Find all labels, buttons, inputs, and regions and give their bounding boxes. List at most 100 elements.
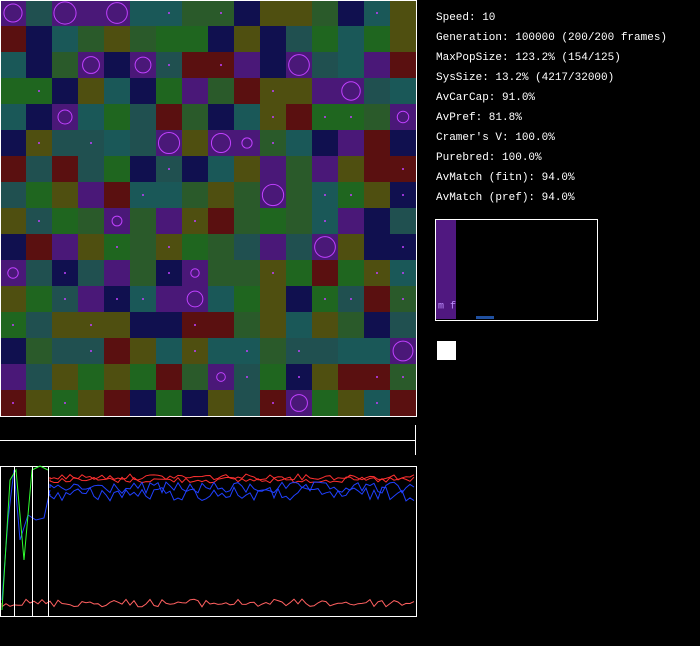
organism	[246, 350, 248, 352]
grid-cell	[286, 130, 312, 156]
organism	[272, 90, 274, 92]
grid-cell	[104, 156, 130, 182]
grid-cell	[156, 130, 182, 156]
grid-cell	[78, 286, 104, 312]
grid-cell	[78, 78, 104, 104]
organism	[168, 12, 170, 14]
grid-cell	[234, 104, 260, 130]
organism	[194, 350, 196, 352]
grid-cell	[130, 26, 156, 52]
grid-cell	[104, 78, 130, 104]
grid-cell	[208, 390, 234, 416]
grid-cell	[78, 0, 104, 26]
grid-cell	[286, 208, 312, 234]
organism	[314, 236, 336, 258]
grid-cell	[104, 312, 130, 338]
grid-cell	[0, 78, 26, 104]
grid-cell	[312, 338, 338, 364]
grid-cell	[338, 52, 364, 78]
grid-cell	[312, 260, 338, 286]
grid-cell	[52, 234, 78, 260]
grid-cell	[156, 390, 182, 416]
grid-cell	[130, 0, 156, 26]
grid-cell	[338, 364, 364, 390]
grid-cell	[312, 156, 338, 182]
grid-cell	[364, 52, 390, 78]
organism	[246, 376, 248, 378]
organism	[402, 272, 404, 274]
organism	[134, 56, 152, 74]
grid-cell	[52, 130, 78, 156]
grid-cell	[390, 338, 416, 364]
stat-line: SysSize: 13.2% (4217/32000)	[436, 72, 614, 84]
organism	[402, 194, 404, 196]
grid-cell	[234, 26, 260, 52]
grid-cell	[26, 26, 52, 52]
grid-cell	[104, 208, 130, 234]
grid-cell	[0, 182, 26, 208]
graph-line	[49, 476, 415, 484]
grid-cell	[260, 0, 286, 26]
organism	[168, 64, 170, 66]
grid-cell	[364, 286, 390, 312]
grid-cell	[234, 78, 260, 104]
grid-cell	[182, 286, 208, 312]
grid-cell	[234, 286, 260, 312]
organism	[82, 56, 100, 74]
grid-cell	[182, 130, 208, 156]
organism	[64, 402, 66, 404]
organism	[12, 402, 14, 404]
grid-cell	[156, 286, 182, 312]
grid-cell	[234, 390, 260, 416]
grid-cell	[182, 52, 208, 78]
organism	[194, 220, 196, 222]
grid-cell	[364, 130, 390, 156]
grid-cell	[286, 312, 312, 338]
grid-cell	[234, 52, 260, 78]
graph-line	[1, 469, 51, 601]
grid-cell	[390, 26, 416, 52]
organism	[168, 272, 170, 274]
grid-cell	[312, 312, 338, 338]
grid-cell	[260, 338, 286, 364]
grid-cell	[182, 26, 208, 52]
world-grid	[0, 0, 416, 416]
grid-cell	[52, 104, 78, 130]
organism	[272, 142, 274, 144]
organism	[186, 290, 204, 308]
grid-cell	[312, 52, 338, 78]
histogram-bar	[436, 220, 456, 319]
grid-cell	[52, 208, 78, 234]
grid-cell	[104, 182, 130, 208]
graph-line	[49, 473, 415, 481]
organism	[168, 246, 170, 248]
stat-line: Purebred: 100.0%	[436, 152, 542, 164]
grid-cell	[182, 78, 208, 104]
grid-cell	[286, 234, 312, 260]
grid-cell	[208, 104, 234, 130]
organism	[324, 220, 326, 222]
grid-cell	[104, 130, 130, 156]
grid-cell	[286, 104, 312, 130]
grid-cell	[234, 260, 260, 286]
grid-cell	[182, 156, 208, 182]
grid-cell	[182, 104, 208, 130]
grid-cell	[338, 208, 364, 234]
grid-cell	[26, 104, 52, 130]
grid-cell	[78, 390, 104, 416]
grid-cell	[312, 390, 338, 416]
grid-cell	[286, 52, 312, 78]
organism	[168, 168, 170, 170]
organism	[12, 324, 14, 326]
grid-cell	[78, 104, 104, 130]
grid-cell	[52, 156, 78, 182]
grid-cell	[260, 234, 286, 260]
organism	[210, 132, 232, 154]
grid-cell	[156, 338, 182, 364]
grid-cell	[26, 156, 52, 182]
organism	[261, 183, 285, 207]
grid-cell	[312, 364, 338, 390]
stat-line: AvCarCap: 91.0%	[436, 92, 535, 104]
